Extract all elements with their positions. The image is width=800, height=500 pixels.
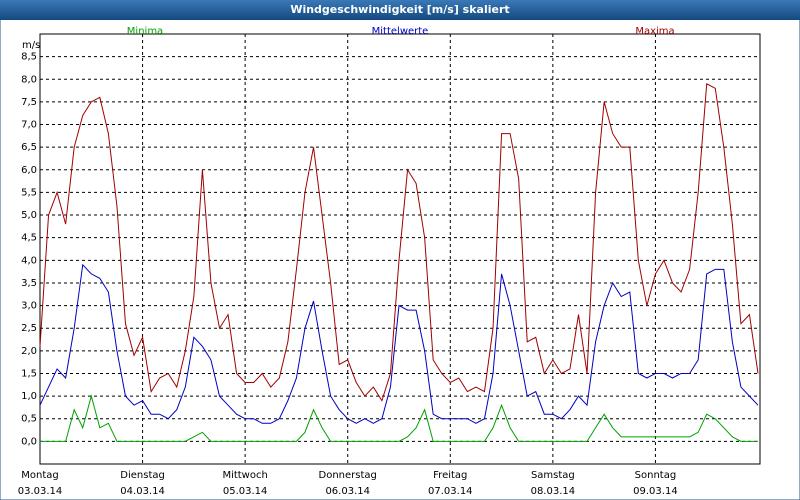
y-tick-label: 0,5 [21,414,37,425]
series-line [40,394,758,442]
y-tick-label: 5,5 [21,187,37,198]
y-tick-label: 8,5 [21,52,37,63]
title-bar [0,0,800,20]
y-tick-label: 3,0 [21,301,37,312]
y-tick-label: 6,0 [21,165,37,176]
x-tick-label: Dienstag [120,470,165,481]
y-tick-label: 7,5 [21,97,37,108]
x-tick-label: Montag [21,470,58,481]
y-axis-label: m/s [22,40,40,51]
legend-label: Minima [127,26,163,37]
legend-label: Maxima [635,26,674,37]
x-tick-label: Samstag [531,470,575,481]
x-tick-date: 05.03.14 [223,486,268,497]
y-tick-label: 1,0 [21,391,37,402]
series-line [39,263,759,424]
y-tick-label: 3,5 [21,278,37,289]
x-tick-date: 08.03.14 [531,486,576,497]
x-tick-label: Freitag [433,470,467,481]
series-line [39,82,759,402]
y-tick-label: 0,0 [21,436,37,447]
y-tick-label: 8,0 [21,74,37,85]
x-tick-date: 07.03.14 [428,486,473,497]
chart-title: Windgeschwindigkeit [m/s] skaliert [290,3,509,16]
x-tick-date: 06.03.14 [325,486,370,497]
legend-label: Mittelwerte [372,26,429,37]
x-tick-label: Mittwoch [222,470,267,481]
y-tick-label: 7,0 [21,120,37,131]
y-tick-label: 1,5 [21,368,37,379]
y-tick-label: 6,5 [21,142,37,153]
x-tick-date: 03.03.14 [18,486,63,497]
y-tick-label: 4,5 [21,233,37,244]
plot-area [39,33,761,465]
x-tick-label: Sonntag [635,470,677,481]
x-tick-date: 04.03.14 [120,486,165,497]
y-tick-label: 5,0 [21,210,37,221]
y-tick-label: 2,5 [21,323,37,334]
y-tick-label: 4,0 [21,255,37,266]
y-tick-label: 2,0 [21,346,37,357]
x-tick-label: Donnerstag [319,470,377,481]
x-tick-date: 09.03.14 [633,486,678,497]
